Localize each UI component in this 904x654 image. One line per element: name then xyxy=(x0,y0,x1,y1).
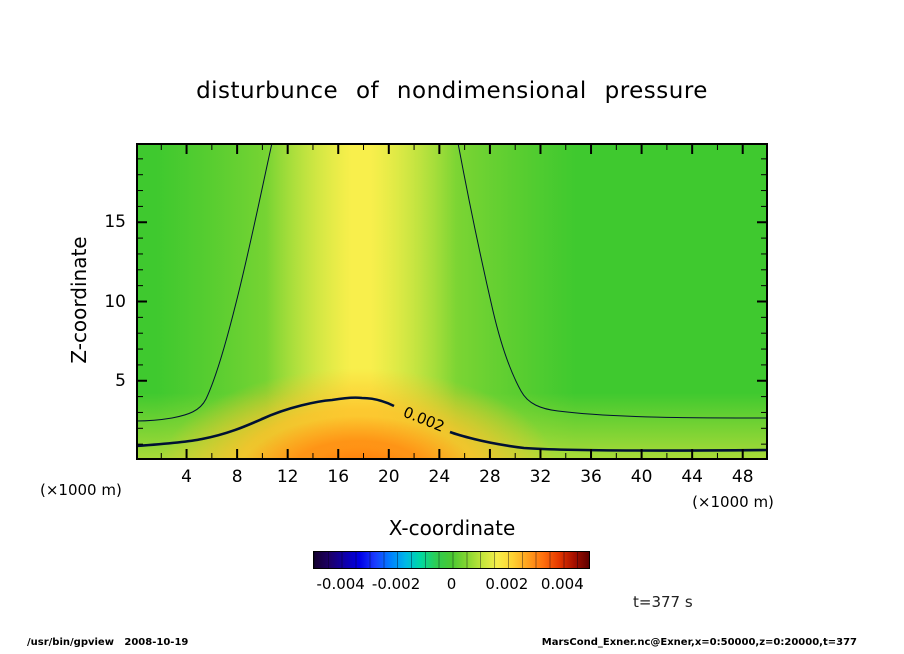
colorbar-tick-label: -0.002 xyxy=(371,575,421,593)
time-annotation: t=377 s xyxy=(633,593,693,611)
colorbar-tick-label: 0 xyxy=(446,575,457,593)
x-axis-label: X-coordinate xyxy=(388,516,516,540)
contour-plot: 0.002 xyxy=(135,142,769,578)
x-axis-tick-label: 4 xyxy=(181,467,192,487)
x-axis-tick-label: 48 xyxy=(731,467,754,487)
axis-ticks xyxy=(138,145,766,458)
x-axis-tick-label: 40 xyxy=(630,467,653,487)
colorbar-separators xyxy=(314,552,589,568)
contour-line-thick-a xyxy=(135,396,395,448)
colorbar-tick-label: 0.002 xyxy=(485,575,529,593)
x-axis-tick-label: 20 xyxy=(377,467,400,487)
z-axis-tick-label: 5 xyxy=(115,370,126,391)
x-axis-unit-label: (×1000 m) xyxy=(692,493,774,511)
colorbar-gradient xyxy=(314,552,589,568)
contour-plot-canvas: 0.002 xyxy=(135,142,769,578)
z-axis-unit-label: (×1000 m) xyxy=(40,481,122,499)
colorbar xyxy=(313,551,590,569)
dataset-footer-text: MarsCond_Exner.nc@Exner,x=0:50000,z=0:20… xyxy=(541,637,857,648)
x-axis-tick-label: 24 xyxy=(428,467,451,487)
contour-line-thick-b xyxy=(449,430,769,452)
colorbar-tick-label: -0.004 xyxy=(316,575,365,593)
x-axis-tick-label: 36 xyxy=(580,467,602,487)
x-axis-tick-label: 44 xyxy=(681,467,703,487)
plot-frame xyxy=(136,143,768,460)
contour-line-thin-left xyxy=(135,142,273,422)
x-axis-tick-label: 28 xyxy=(479,467,501,487)
command-footer-text: /usr/bin/gpview 2008-10-19 xyxy=(27,637,189,648)
z-axis-tick-label: 15 xyxy=(104,212,126,233)
x-axis-tick-label: 12 xyxy=(276,467,299,487)
x-axis-tick-label: 8 xyxy=(231,467,243,487)
page-title: disturbunce of nondimensional pressure xyxy=(196,78,708,104)
contour-line-thin-right xyxy=(457,142,769,419)
z-axis-tick-label: 10 xyxy=(104,291,126,312)
colorbar-tick-label: 0.004 xyxy=(540,575,584,593)
x-axis-tick-label: 16 xyxy=(327,467,350,487)
x-axis-tick-label: 32 xyxy=(529,467,552,487)
